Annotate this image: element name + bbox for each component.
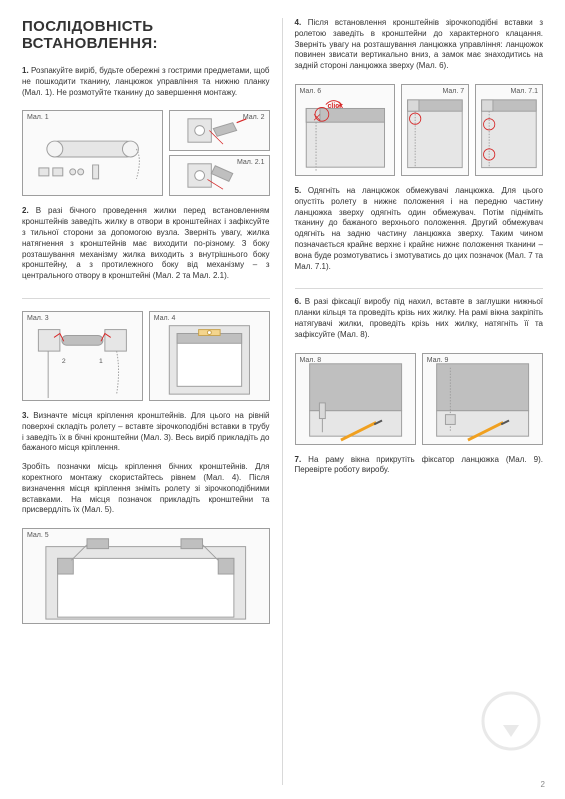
figure-row-1: Мал. 1 Мал. 2 xyxy=(22,110,270,196)
figure-6-svg xyxy=(296,85,395,175)
figure-1: Мал. 1 xyxy=(22,110,163,196)
page-number: 2 xyxy=(541,780,545,789)
divider-right xyxy=(295,288,544,289)
figure-1-svg xyxy=(23,111,162,195)
figure-1-label: Мал. 1 xyxy=(27,114,49,121)
figure-5-svg xyxy=(23,529,269,623)
figure-row-3: Мал. 5 xyxy=(22,528,270,624)
figure-2-label: Мал. 2 xyxy=(243,114,265,121)
step-2: 2. В разі бічного проведення жилки перед… xyxy=(22,206,270,282)
step-6: 6. В разі фіксації виробу під нахил, вст… xyxy=(295,297,544,340)
figure-row-5: Мал. 8 Мал. 9 xyxy=(295,353,544,445)
step-3b: Зробіть позначки місць кріплення бічних … xyxy=(22,462,270,516)
figure-4: Мал. 4 xyxy=(149,311,270,401)
figure-5: Мал. 5 xyxy=(22,528,270,624)
figure-3-svg: 2 1 xyxy=(23,312,142,400)
step-4-text: Після встановлення кронштейнів зірочкопо… xyxy=(295,18,544,70)
instruction-page: ПОСЛІДОВНІСТЬ ВСТАНОВЛЕННЯ: 1. Розпакуйт… xyxy=(0,0,565,799)
figure-3-label: Мал. 3 xyxy=(27,315,49,322)
step-1-lead: 1. xyxy=(22,66,29,75)
figure-7-svg xyxy=(402,85,468,175)
figure-7: Мал. 7 xyxy=(401,84,469,176)
svg-text:1: 1 xyxy=(99,358,103,365)
left-column: ПОСЛІДОВНІСТЬ ВСТАНОВЛЕННЯ: 1. Розпакуйт… xyxy=(22,18,283,785)
figure-7-1-label: Мал. 7.1 xyxy=(510,88,538,95)
step-3-lead: 3. xyxy=(22,411,29,420)
step-1-text: Розпакуйте виріб, будьте обережні з гост… xyxy=(22,66,270,97)
step-5-text: Одягніть на ланцюжок обмежувачі ланцюжка… xyxy=(295,186,544,271)
step-4: 4. Після встановлення кронштейнів зірочк… xyxy=(295,18,544,72)
step-3: 3. Визначте місця кріплення кронштейнів.… xyxy=(22,411,270,454)
page-title: ПОСЛІДОВНІСТЬ ВСТАНОВЛЕННЯ: xyxy=(22,18,270,52)
step-2-lead: 2. xyxy=(22,206,29,215)
svg-text:2: 2 xyxy=(62,358,66,365)
right-column: 4. Після встановлення кронштейнів зірочк… xyxy=(283,18,544,785)
watermark-icon xyxy=(481,691,541,751)
figure-2-1: Мал. 2.1 xyxy=(169,155,269,196)
figure-2: Мал. 2 xyxy=(169,110,269,151)
figure-9-svg xyxy=(423,354,542,444)
figure-8-svg xyxy=(296,354,415,444)
figure-row-4: Мал. 6 click Мал. 7 xyxy=(295,84,544,176)
figure-8: Мал. 8 xyxy=(295,353,416,445)
step-1: 1. Розпакуйте виріб, будьте обережні з г… xyxy=(22,66,270,98)
figure-row-2: Мал. 3 2 1 Мал. 4 xyxy=(22,311,270,401)
divider-left xyxy=(22,298,270,299)
figure-2-1-label: Мал. 2.1 xyxy=(237,159,265,166)
figure-2-group: Мал. 2 Мал. 2.1 xyxy=(169,110,269,196)
step-7: 7. На раму вікна прикрутіть фіксатор лан… xyxy=(295,455,544,477)
step-3-text: Визначте місця кріплення кронштейнів. Дл… xyxy=(22,411,270,452)
figure-5-label: Мал. 5 xyxy=(27,532,49,539)
figure-7-1: Мал. 7.1 xyxy=(475,84,543,176)
step-7-text: На раму вікна прикрутіть фіксатор ланцюж… xyxy=(295,455,544,475)
figure-9-label: Мал. 9 xyxy=(427,357,449,364)
step-5: 5. Одягніть на ланцюжок обмежувачі ланцю… xyxy=(295,186,544,272)
figure-7-label: Мал. 7 xyxy=(442,88,464,95)
figure-9: Мал. 9 xyxy=(422,353,543,445)
click-badge: click xyxy=(328,103,344,110)
figure-6-label: Мал. 6 xyxy=(300,88,322,95)
figure-6: Мал. 6 click xyxy=(295,84,396,176)
figure-4-label: Мал. 4 xyxy=(154,315,176,322)
figure-4-svg xyxy=(150,312,269,400)
figure-3: Мал. 3 2 1 xyxy=(22,311,143,401)
figure-7-1-svg xyxy=(476,85,542,175)
step-2-text: В разі бічного проведення жилки перед вс… xyxy=(22,206,270,280)
figure-8-label: Мал. 8 xyxy=(300,357,322,364)
step-6-text: В разі фіксації виробу під нахил, вставт… xyxy=(295,297,544,338)
